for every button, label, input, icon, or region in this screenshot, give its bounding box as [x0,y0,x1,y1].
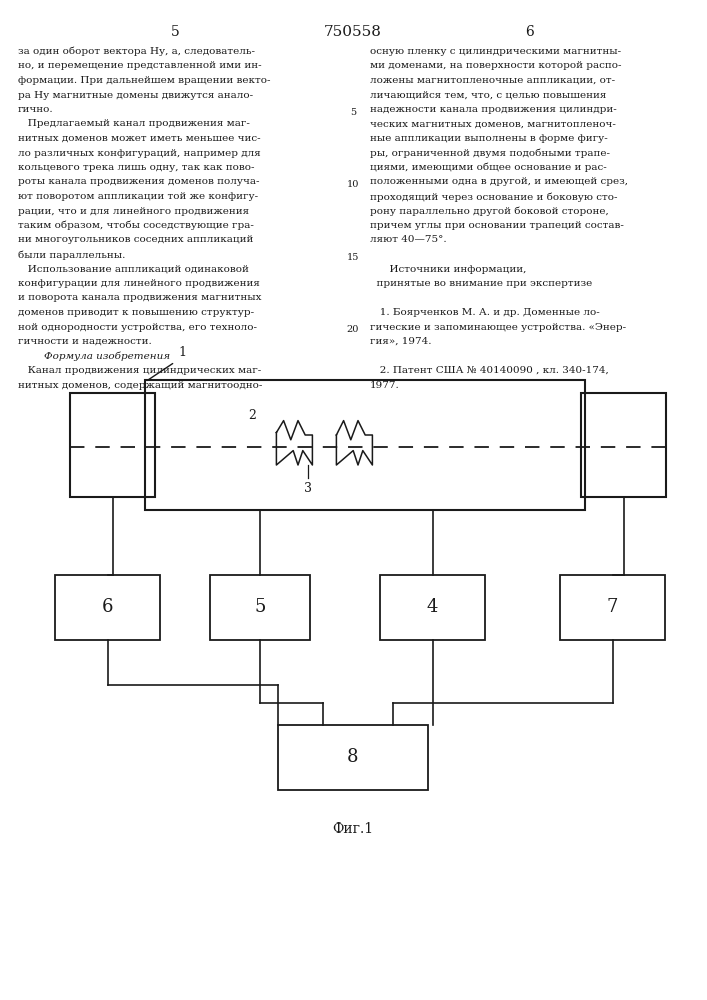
Text: 1977.: 1977. [370,380,399,389]
Text: конфигурации для линейного продвижения: конфигурации для линейного продвижения [18,279,260,288]
Text: ло различных конфигураций, например для: ло различных конфигураций, например для [18,148,261,157]
Text: рации, что и для линейного продвижения: рации, что и для линейного продвижения [18,207,249,216]
Bar [278,725,428,790]
Text: 15: 15 [347,253,359,262]
Text: положенными одна в другой, и имеющей срез,: положенными одна в другой, и имеющей сре… [370,178,628,186]
Text: 8: 8 [347,748,358,766]
Text: 6: 6 [525,25,534,39]
Text: 1: 1 [178,346,186,359]
Text: ют поворотом аппликации той же конфигу-: ют поворотом аппликации той же конфигу- [18,192,258,201]
Text: ляют 40—75°.: ляют 40—75°. [370,235,447,244]
Text: ра Ну магнитные домены движутся анало-: ра Ну магнитные домены движутся анало- [18,91,253,100]
Bar [145,380,585,510]
Text: таким образом, чтобы соседствующие гра-: таким образом, чтобы соседствующие гра- [18,221,254,231]
Text: за один оборот вектора Ну, а, следователь-: за один оборот вектора Ну, а, следовател… [18,47,255,56]
Text: гично.: гично. [18,105,54,114]
Text: Формула изобретения: Формула изобретения [18,352,170,361]
Text: осную пленку с цилиндрическими магнитны-: осную пленку с цилиндрическими магнитны- [370,47,621,56]
Text: ми доменами, на поверхности которой распо-: ми доменами, на поверхности которой расп… [370,62,621,70]
Text: 20: 20 [347,325,359,334]
Text: роты канала продвижения доменов получа-: роты канала продвижения доменов получа- [18,178,259,186]
Text: 4: 4 [427,598,438,616]
Text: 10: 10 [347,180,359,189]
Text: 6: 6 [102,598,113,616]
Text: 2. Патент США № 40140090 , кл. 340-174,: 2. Патент США № 40140090 , кл. 340-174, [370,366,609,375]
Text: надежности канала продвижения цилиндри-: надежности канала продвижения цилиндри- [370,105,617,114]
Text: ной однородности устройства, его техноло-: ной однородности устройства, его техноло… [18,322,257,332]
Text: Использование аппликаций одинаковой: Использование аппликаций одинаковой [18,264,249,273]
Text: были параллельны.: были параллельны. [18,250,125,259]
Text: доменов приводит к повышению структур-: доменов приводит к повышению структур- [18,308,254,317]
Text: 3: 3 [304,482,312,495]
Text: ные аппликации выполнены в форме фигу-: ные аппликации выполнены в форме фигу- [370,134,608,143]
Text: проходящий через основание и боковую сто-: проходящий через основание и боковую сто… [370,192,617,202]
Text: Канал продвижения цилиндрических маг-: Канал продвижения цилиндрических маг- [18,366,262,375]
Text: 7: 7 [607,598,618,616]
Text: 2: 2 [248,409,256,422]
Text: формации. При дальнейшем вращении векто-: формации. При дальнейшем вращении векто- [18,76,271,85]
Text: 5: 5 [255,598,266,616]
Text: рону параллельно другой боковой стороне,: рону параллельно другой боковой стороне, [370,207,609,216]
Text: гичности и надежности.: гичности и надежности. [18,337,152,346]
Text: ры, ограниченной двумя подобными трапе-: ры, ограниченной двумя подобными трапе- [370,148,610,158]
Bar [55,575,160,640]
Text: Предлагаемый канал продвижения маг-: Предлагаемый канал продвижения маг- [18,119,250,128]
Bar [560,575,665,640]
Bar [581,393,666,497]
Bar [210,575,310,640]
Text: ни многоугольников соседних аппликаций: ни многоугольников соседних аппликаций [18,235,253,244]
Text: 5: 5 [170,25,180,39]
Text: кольцевого трека лишь одну, так как пово-: кольцевого трека лишь одну, так как пово… [18,163,255,172]
Text: 750558: 750558 [324,25,382,39]
Text: 5: 5 [350,108,356,117]
Text: Источники информации,: Источники информации, [370,264,527,273]
Text: Фиг.1: Фиг.1 [332,822,373,836]
Bar [70,393,155,497]
Text: ческих магнитных доменов, магнитопленоч-: ческих магнитных доменов, магнитопленоч- [370,119,616,128]
Text: гия», 1974.: гия», 1974. [370,337,431,346]
Text: и поворота канала продвижения магнитных: и поворота канала продвижения магнитных [18,294,262,302]
Text: гические и запоминающее устройства. «Энер-: гические и запоминающее устройства. «Эне… [370,322,626,332]
Text: принятые во внимание при экспертизе: принятые во внимание при экспертизе [370,279,592,288]
Text: причем углы при основании трапеций состав-: причем углы при основании трапеций соста… [370,221,624,230]
Text: но, и перемещение представленной ими ин-: но, и перемещение представленной ими ин- [18,62,262,70]
Text: нитных доменов может иметь меньшее чис-: нитных доменов может иметь меньшее чис- [18,134,261,143]
Text: ложены магнитопленочные аппликации, от-: ложены магнитопленочные аппликации, от- [370,76,615,85]
Text: циями, имеющими общее основание и рас-: циями, имеющими общее основание и рас- [370,163,607,172]
Text: нитных доменов, содержащий магнитоодно-: нитных доменов, содержащий магнитоодно- [18,380,262,389]
Text: 1. Боярченков М. А. и др. Доменные ло-: 1. Боярченков М. А. и др. Доменные ло- [370,308,600,317]
Text: личающийся тем, что, с целью повышения: личающийся тем, что, с целью повышения [370,91,607,100]
Bar [380,575,485,640]
